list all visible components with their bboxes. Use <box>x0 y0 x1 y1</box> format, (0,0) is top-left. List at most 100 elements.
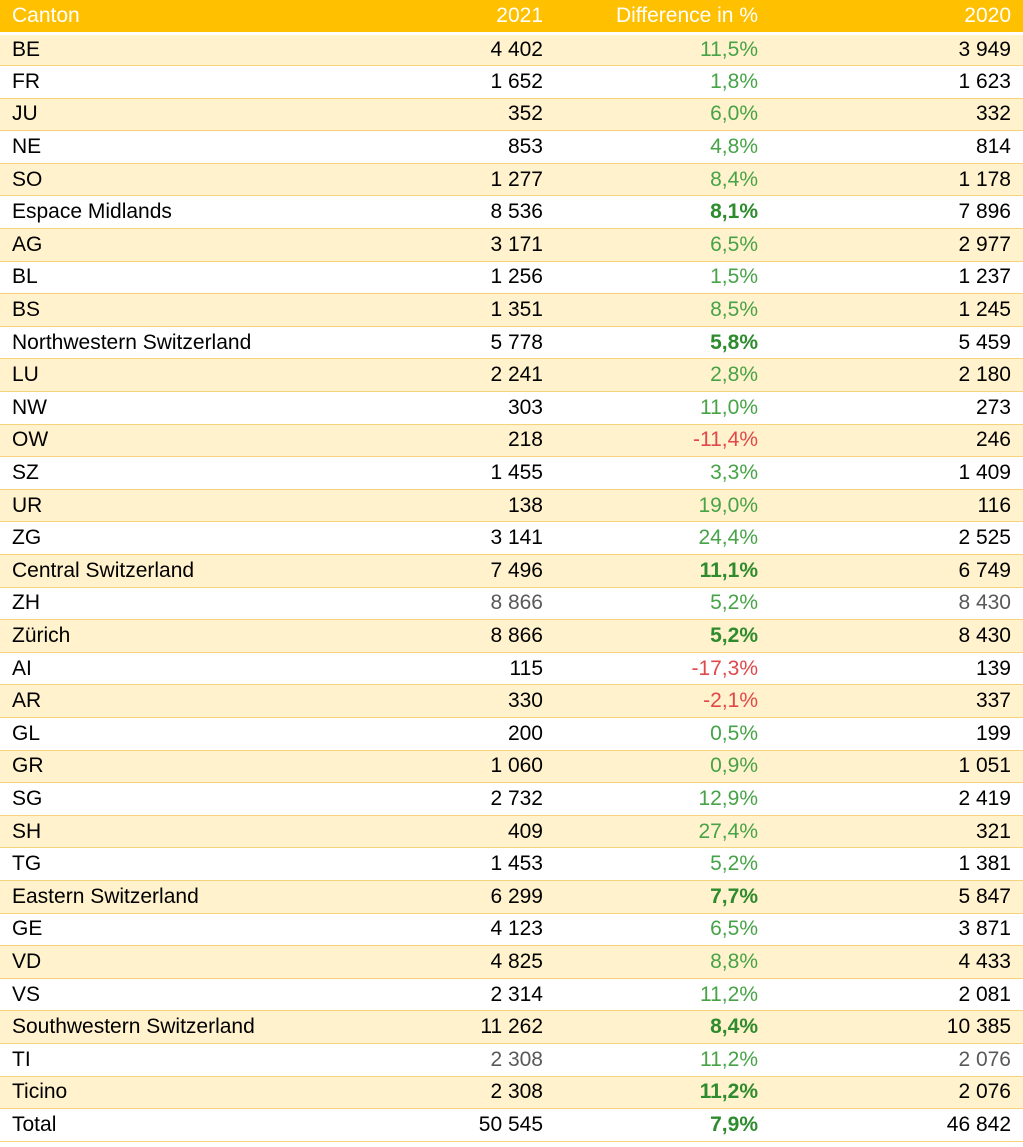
canton-cell: SH <box>0 815 400 849</box>
total-row: Total 50 545 7,9% 46 842 <box>0 1108 1023 1142</box>
column-header-difference: Difference in % <box>555 0 770 35</box>
value-2020-cell: 332 <box>770 98 1023 132</box>
difference-cell: 5,2% <box>555 587 770 621</box>
canton-cell: AG <box>0 228 400 262</box>
value-2021-cell: 7 496 <box>400 554 555 588</box>
difference-cell: -17,3% <box>555 652 770 686</box>
difference-cell: 11,2% <box>555 1076 770 1110</box>
difference-cell: -11,4% <box>555 424 770 458</box>
table-row: OW 218 -11,4% 246 <box>0 424 1023 458</box>
value-2021-cell: 1 652 <box>400 65 555 99</box>
value-2021-cell: 8 866 <box>400 619 555 653</box>
canton-cell: BL <box>0 261 400 295</box>
canton-cell: SO <box>0 163 400 197</box>
value-2020-cell: 1 178 <box>770 163 1023 197</box>
table-row: BL 1 256 1,5% 1 237 <box>0 261 1023 295</box>
canton-cell: UR <box>0 489 400 523</box>
region-row: Espace Midlands 8 536 8,1% 7 896 <box>0 195 1023 230</box>
value-2020-cell: 8 430 <box>770 619 1023 653</box>
value-2021-cell: 330 <box>400 684 555 718</box>
canton-cell: TG <box>0 847 400 881</box>
value-2021-cell: 3 141 <box>400 521 555 555</box>
table-row: AR 330 -2,1% 337 <box>0 684 1023 718</box>
region-row: Central Switzerland 7 496 11,1% 6 749 <box>0 554 1023 588</box>
table-row: SH 409 27,4% 321 <box>0 815 1023 849</box>
value-2021-cell: 8 536 <box>400 195 555 230</box>
value-2021-cell: 6 299 <box>400 880 555 914</box>
difference-cell: 24,4% <box>555 521 770 555</box>
value-2021-cell: 409 <box>400 815 555 849</box>
canton-cell: NE <box>0 130 400 164</box>
value-2020-cell: 1 381 <box>770 847 1023 881</box>
table-row: SZ 1 455 3,3% 1 409 <box>0 456 1023 490</box>
canton-cell: BE <box>0 33 400 67</box>
value-2020-cell: 10 385 <box>770 1010 1023 1044</box>
header-row: Canton 2021 Difference in % 2020 <box>0 0 1023 35</box>
value-2021-cell: 853 <box>400 130 555 164</box>
value-2021-cell: 5 778 <box>400 326 555 360</box>
region-row: Ticino 2 308 11,2% 2 076 <box>0 1076 1023 1110</box>
table-row: TI 2 308 11,2% 2 076 <box>0 1043 1023 1077</box>
total-label-cell: Total <box>0 1108 400 1142</box>
value-2020-cell: 2 076 <box>770 1076 1023 1110</box>
difference-cell: 27,4% <box>555 815 770 849</box>
value-2020-cell: 3 871 <box>770 913 1023 947</box>
table-row: ZG 3 141 24,4% 2 525 <box>0 521 1023 555</box>
difference-cell: 3,3% <box>555 456 770 490</box>
canton-cell: NW <box>0 391 400 425</box>
table-row: BS 1 351 8,5% 1 245 <box>0 293 1023 327</box>
value-2021-cell: 4 825 <box>400 945 555 979</box>
difference-cell: 1,8% <box>555 65 770 99</box>
difference-cell: 8,1% <box>555 195 770 230</box>
difference-cell: 12,9% <box>555 782 770 816</box>
table-row: GR 1 060 0,9% 1 051 <box>0 750 1023 784</box>
difference-cell: 2,8% <box>555 358 770 393</box>
difference-cell: 11,1% <box>555 554 770 588</box>
difference-cell: 1,5% <box>555 261 770 295</box>
table-row: UR 138 19,0% 116 <box>0 489 1023 523</box>
table-row: AI 115 -17,3% 139 <box>0 652 1023 686</box>
table-row: BE 4 402 11,5% 3 949 <box>0 33 1023 67</box>
table-row: GE 4 123 6,5% 3 871 <box>0 913 1023 947</box>
table-row: SO 1 277 8,4% 1 178 <box>0 163 1023 197</box>
region-name-cell: Ticino <box>0 1076 400 1110</box>
value-2021-cell: 3 171 <box>400 228 555 262</box>
difference-cell: 8,5% <box>555 293 770 327</box>
canton-cell: LU <box>0 358 400 393</box>
value-2020-cell: 1 237 <box>770 261 1023 295</box>
value-2020-cell: 6 749 <box>770 554 1023 588</box>
column-header-2020: 2020 <box>770 0 1023 35</box>
value-2020-cell: 246 <box>770 424 1023 458</box>
region-name-cell: Southwestern Switzerland <box>0 1010 400 1044</box>
difference-cell: 11,5% <box>555 33 770 67</box>
canton-cell: SG <box>0 782 400 816</box>
value-2021-cell: 352 <box>400 98 555 132</box>
value-2021-cell: 200 <box>400 717 555 751</box>
value-2020-cell: 2 419 <box>770 782 1023 816</box>
table-row: SG 2 732 12,9% 2 419 <box>0 782 1023 816</box>
table-body: BE 4 402 11,5% 3 949 FR 1 652 1,8% 1 623 JU 352… <box>0 33 1023 1142</box>
canton-cell: AI <box>0 652 400 686</box>
difference-cell: 0,9% <box>555 750 770 784</box>
value-2020-cell: 4 433 <box>770 945 1023 979</box>
region-row: Southwestern Switzerland 11 262 8,4% 10 385 <box>0 1010 1023 1044</box>
table-header: Canton 2021 Difference in % 2020 <box>0 0 1023 35</box>
canton-cell: GL <box>0 717 400 751</box>
canton-cell: SZ <box>0 456 400 490</box>
value-2020-cell: 116 <box>770 489 1023 523</box>
column-header-2021: 2021 <box>400 0 555 35</box>
canton-cell: ZG <box>0 521 400 555</box>
canton-cell: VD <box>0 945 400 979</box>
value-2020-cell: 46 842 <box>770 1108 1023 1142</box>
value-2020-cell: 814 <box>770 130 1023 164</box>
value-2021-cell: 1 256 <box>400 261 555 295</box>
value-2021-cell: 1 453 <box>400 847 555 881</box>
value-2021-cell: 2 314 <box>400 978 555 1012</box>
canton-cell: GR <box>0 750 400 784</box>
region-name-cell: Eastern Switzerland <box>0 880 400 914</box>
difference-cell: 8,4% <box>555 1010 770 1044</box>
value-2020-cell: 2 076 <box>770 1043 1023 1077</box>
table-row: GL 200 0,5% 199 <box>0 717 1023 751</box>
difference-cell: 11,0% <box>555 391 770 425</box>
difference-cell: 6,5% <box>555 228 770 262</box>
